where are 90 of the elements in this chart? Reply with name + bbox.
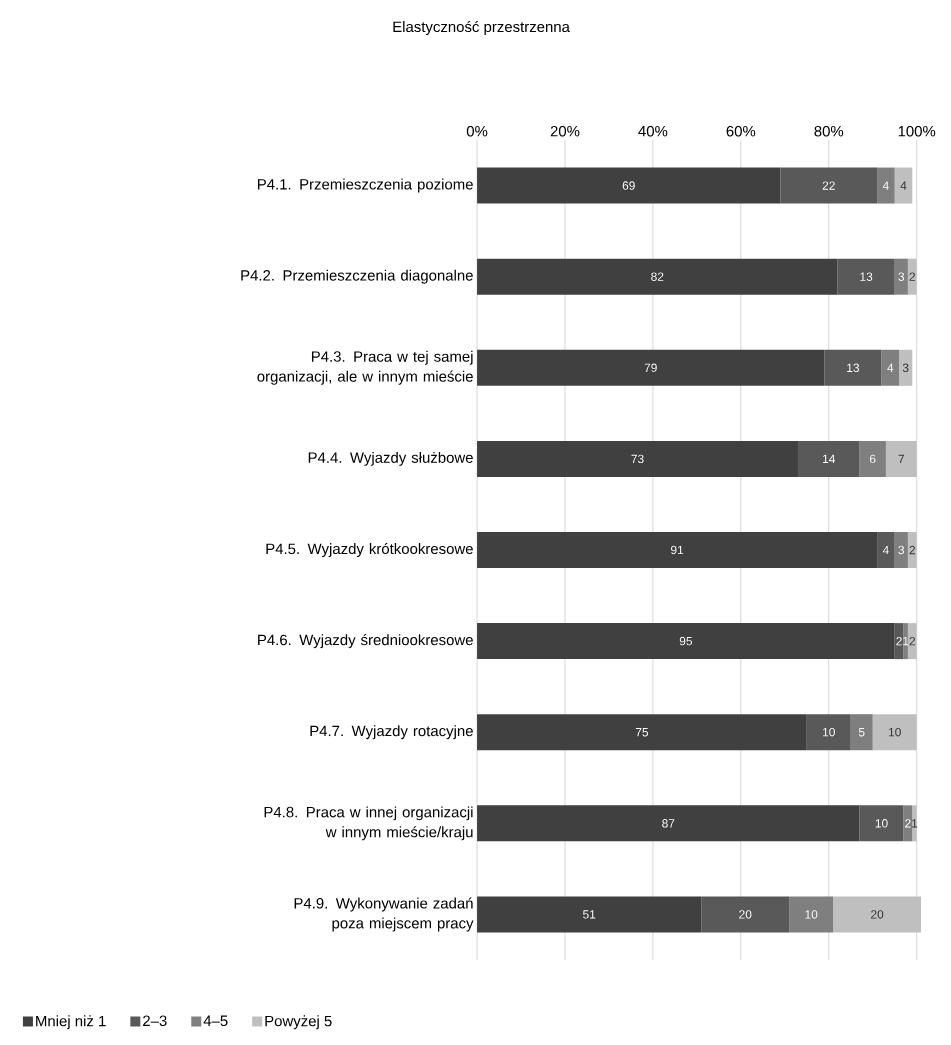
data-label: 82 <box>651 272 664 281</box>
bar <box>894 167 913 204</box>
data-label: 87 <box>662 819 675 828</box>
data-label: 14 <box>822 454 836 463</box>
bar <box>806 714 851 751</box>
data-label: 79 <box>644 363 657 372</box>
y-tick-label: P4.4. Wyjazdy służbowe <box>308 451 473 466</box>
legend-label: 2–3 <box>143 1015 167 1027</box>
bar <box>881 349 900 386</box>
bar <box>903 623 908 660</box>
bar <box>837 258 895 295</box>
chart-title: Elastyczność przestrzenna <box>393 20 570 36</box>
bar <box>907 532 917 568</box>
data-label: 4 <box>887 363 894 372</box>
data-label: 4 <box>882 181 889 190</box>
x-tick-label: 20% <box>550 125 580 137</box>
data-label: 69 <box>622 181 635 190</box>
bar <box>824 349 882 386</box>
data-label: 13 <box>847 363 860 372</box>
bar <box>477 349 825 386</box>
bar <box>477 258 838 295</box>
data-label: 2 <box>909 636 915 646</box>
data-label: 10 <box>822 727 835 737</box>
x-tick-label: 0% <box>466 125 488 137</box>
data-label: 5 <box>858 728 865 737</box>
bar <box>907 258 917 295</box>
bar <box>877 532 895 568</box>
bar <box>780 167 878 204</box>
data-label: 10 <box>888 727 901 737</box>
data-label: 2 <box>905 819 911 828</box>
data-label: 3 <box>898 272 905 281</box>
x-tick-label: 40% <box>638 125 668 137</box>
data-label: 73 <box>631 454 644 464</box>
bar <box>877 167 895 204</box>
bar <box>894 258 908 295</box>
bar <box>894 532 908 568</box>
bar <box>797 440 860 477</box>
bar <box>477 623 895 660</box>
legend-label: Mniej niż 1 <box>36 1015 106 1030</box>
y-tick-label: P4.1. Przemieszczenia poziome <box>257 178 473 193</box>
bar <box>903 805 913 842</box>
data-label: 1 <box>912 819 918 828</box>
bar <box>850 714 873 751</box>
bar <box>477 440 798 477</box>
x-tick-label: 60% <box>726 125 756 137</box>
bar <box>477 896 702 933</box>
y-tick-label: P4.3. Praca w tej samej organizacji, ale w innym mieście <box>257 350 473 385</box>
y-tick-label: P4.9. Wykonywanie zadań poza miejscem pracy <box>294 897 474 932</box>
data-label: 4 <box>882 545 889 555</box>
data-label: 13 <box>860 272 873 281</box>
bar <box>701 896 790 933</box>
data-label: 20 <box>871 910 884 919</box>
legend-label: Powyżej 5 <box>265 1015 332 1030</box>
data-label: 10 <box>805 910 818 919</box>
bar <box>477 805 860 842</box>
data-label: 3 <box>898 545 905 555</box>
bar <box>872 714 917 751</box>
legend-label: 4–5 <box>203 1015 228 1027</box>
data-label: 10 <box>875 819 888 828</box>
y-tick-label: P4.6. Wyjazdy średniookresowe <box>258 634 473 649</box>
bar <box>477 167 781 204</box>
y-tick-label: P4.7. Wyjazdy rotacyjne <box>310 725 473 740</box>
data-label: 3 <box>902 363 909 372</box>
data-label: 2 <box>909 545 915 555</box>
data-label: 2 <box>909 272 915 281</box>
data-label: 75 <box>635 728 649 737</box>
x-tick-label: 80% <box>814 125 844 137</box>
bar <box>885 440 917 477</box>
data-label: 2 <box>896 636 902 646</box>
x-tick-label: 100% <box>898 125 936 137</box>
bar <box>859 440 886 477</box>
bar <box>833 896 922 933</box>
y-tick-label: P4.5. Wyjazdy krótkookresowe <box>266 542 473 558</box>
data-label: 6 <box>869 454 876 464</box>
data-label: 4 <box>900 181 907 190</box>
y-tick-label: P4.2. Przemieszczenia diagonalne <box>241 269 473 284</box>
bar <box>912 805 917 842</box>
data-label: 1 <box>903 636 909 646</box>
bar <box>477 532 878 568</box>
bar <box>789 896 834 933</box>
bar <box>899 349 913 386</box>
data-label: 51 <box>582 910 596 919</box>
y-tick-label: P4.8. Praca w innej organizacji w innym mieście/kraju <box>264 806 473 841</box>
bar <box>477 714 807 751</box>
data-label: 22 <box>822 181 835 190</box>
bar <box>859 805 904 842</box>
data-label: 91 <box>670 545 684 555</box>
data-label: 20 <box>739 910 752 919</box>
data-label: 95 <box>679 636 692 646</box>
data-label: 7 <box>898 454 904 463</box>
